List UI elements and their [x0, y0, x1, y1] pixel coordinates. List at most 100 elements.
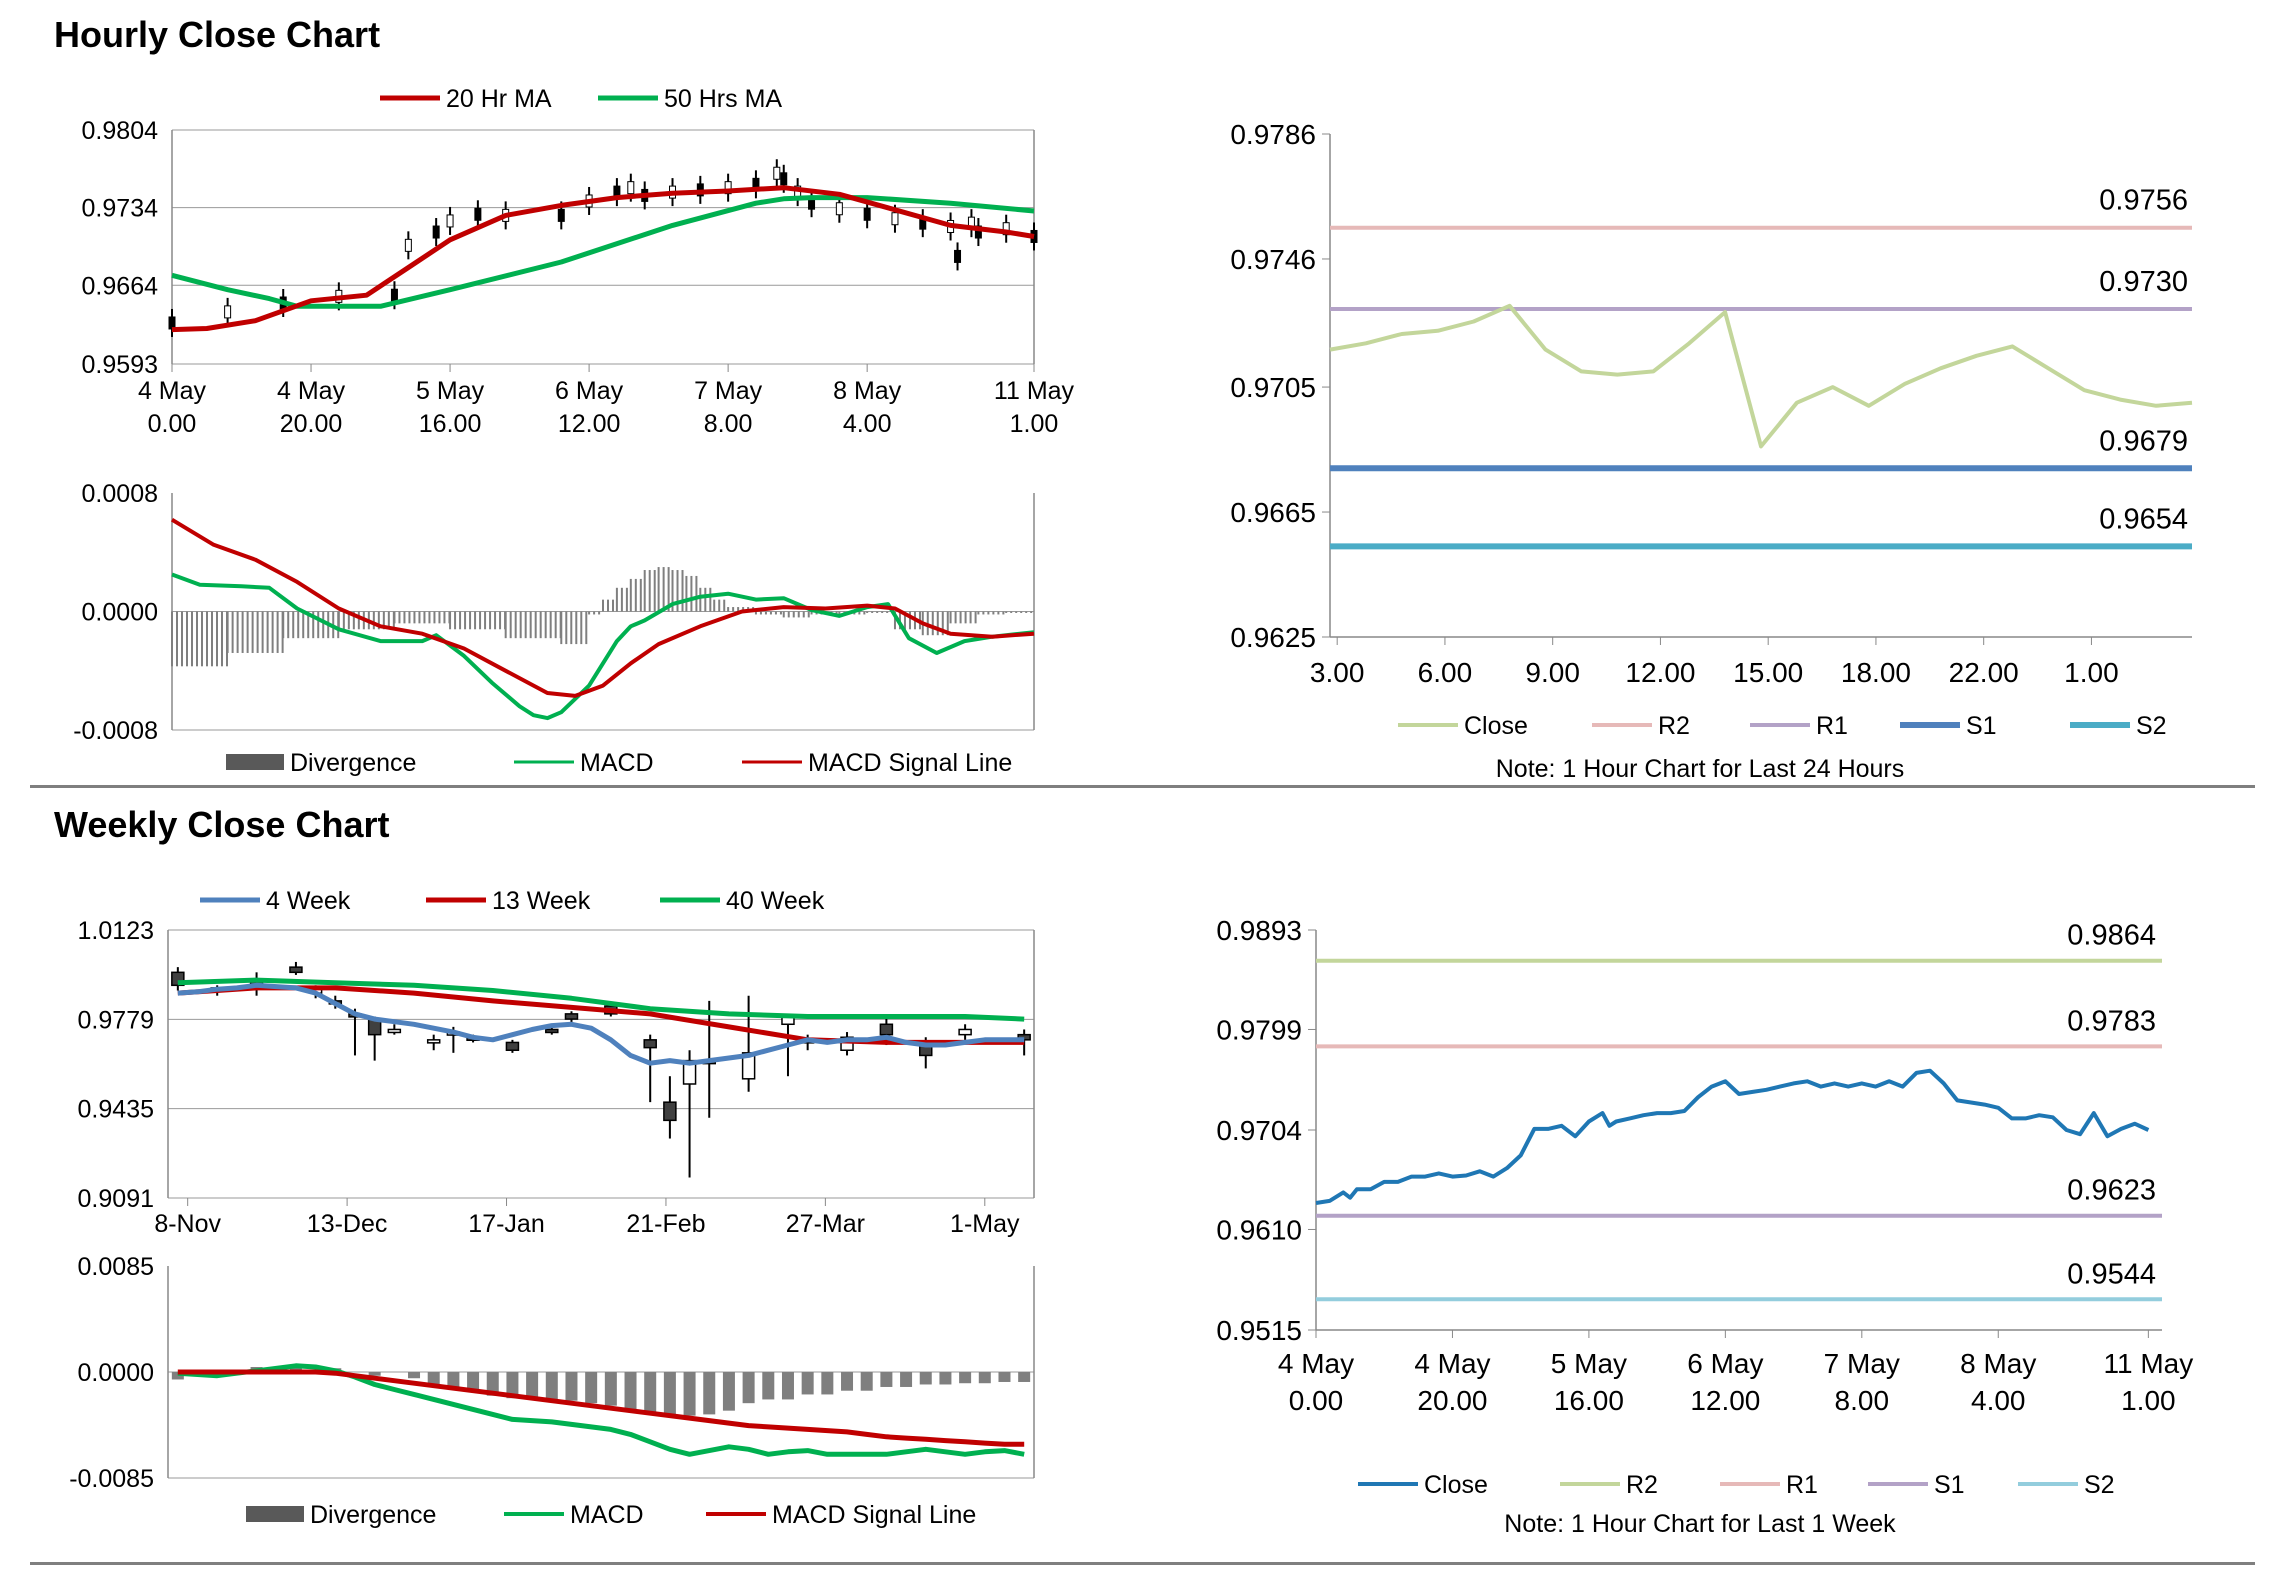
x-tick-label: 6 May [1687, 1348, 1763, 1379]
candle-body [564, 1013, 579, 1020]
y-tick-label: 0.9610 [1216, 1214, 1302, 1245]
x-tick-label: 7 May [1824, 1348, 1900, 1379]
y-tick-label: 0.9786 [1230, 119, 1316, 150]
y-tick-label: 0.0008 [82, 480, 158, 508]
x-tick-label: 12.00 [1625, 657, 1695, 688]
candle-body [958, 1028, 972, 1036]
pivot-legend-2-legend-label: R1 [1816, 712, 1848, 740]
level-label-s1: 0.9623 [2067, 1175, 2156, 1207]
macd-signal-line [170, 517, 1035, 698]
divergence-bar [171, 1372, 184, 1380]
divergence-bar [781, 1372, 794, 1400]
y-tick-label: 0.9734 [82, 195, 159, 223]
divergence-bar [486, 1372, 499, 1396]
y-tick-label: 0.9705 [1230, 372, 1316, 403]
x-tick-label: 6.00 [1418, 657, 1473, 688]
divergence-bar [683, 1372, 696, 1416]
y-tick-label: 0.9665 [1230, 497, 1316, 528]
level-label-r2: 0.9864 [2067, 920, 2156, 952]
x-tick-label: 27-Mar [786, 1210, 865, 1238]
ma20-line [171, 185, 1035, 333]
y-tick-label: 1.0123 [78, 917, 154, 945]
candle-body [404, 238, 412, 252]
y-tick-label: 0.9893 [1216, 915, 1302, 946]
close-line [1329, 303, 2193, 449]
divergence-bar [722, 1372, 735, 1411]
candle-body [289, 966, 303, 974]
ma50-legend-label: 50 Hrs MA [664, 85, 782, 113]
x-tick-label: 11 May [2103, 1348, 2193, 1379]
candle-body [627, 181, 635, 195]
macd-signal-legend-label: MACD Signal Line [772, 1501, 976, 1529]
x-tick-label: 1-May [950, 1210, 1020, 1238]
divergence-bar [545, 1372, 558, 1401]
y-tick-label: 0.9625 [1230, 622, 1316, 653]
x-tick-label: 18.00 [1841, 657, 1911, 688]
level-label-s2: 0.9544 [2067, 1258, 2156, 1290]
candle-body [863, 207, 871, 221]
x-tick-label: 11 May [994, 377, 1075, 405]
pivot-legend-2-legend-label: R1 [1786, 1471, 1818, 1499]
y-tick-label: 0.9746 [1230, 244, 1316, 275]
x-tick-label: 12.00 [1690, 1385, 1760, 1416]
x-tick-label: 8-Nov [154, 1210, 221, 1238]
level-label-s2: 0.9654 [2099, 503, 2188, 535]
x-tick-label: 20.00 [280, 410, 343, 438]
divergence-bar [467, 1372, 480, 1392]
pivot-legend-3-legend-label: S1 [1966, 712, 1997, 740]
y-tick-label: 0.0000 [78, 1359, 154, 1387]
candle-body [724, 181, 732, 195]
x-tick-label: 8 May [1960, 1348, 2036, 1379]
y-tick-label: 0.9779 [78, 1006, 154, 1034]
x-tick-label: 20.00 [1417, 1385, 1487, 1416]
divergence-bar [919, 1372, 932, 1385]
x-tick-label: 16.00 [419, 410, 482, 438]
y-tick-label: 0.9664 [82, 272, 159, 300]
candle-body [780, 172, 788, 186]
candle-body [643, 1039, 657, 1049]
y-tick-label: 0.9515 [1216, 1315, 1302, 1346]
divergence-bar [900, 1372, 913, 1387]
divergence-bar [604, 1372, 617, 1406]
divergence-legend-label: Divergence [290, 749, 416, 777]
x-tick-label: 6 May [555, 377, 624, 405]
divergence-bar [860, 1372, 873, 1391]
candle-body [557, 208, 565, 222]
level-label-r1: 0.9783 [2067, 1005, 2156, 1037]
divergence-bar [1018, 1372, 1031, 1382]
x-tick-label: 22.00 [1949, 657, 2019, 688]
divergence-bar [742, 1372, 755, 1404]
x-tick-label: 15.00 [1733, 657, 1803, 688]
candle-body [974, 225, 982, 239]
divergence-legend-swatch [226, 754, 284, 770]
level-label-r1: 0.9730 [2099, 266, 2188, 298]
x-tick-label: 4.00 [843, 410, 892, 438]
divergence-bar [506, 1372, 519, 1399]
y-tick-label: -0.0085 [69, 1465, 154, 1493]
divergence-bar [624, 1372, 637, 1410]
weekly-section-title: Weekly Close Chart [54, 804, 390, 845]
divergence-bar [447, 1372, 460, 1389]
pivot-legend-4-legend-label: S2 [2084, 1471, 2115, 1499]
bottom-divider [30, 1562, 2255, 1565]
x-tick-label: 9.00 [1525, 657, 1580, 688]
week4-legend-label: 4 Week [266, 887, 351, 915]
pivot-legend-3-legend-label: S1 [1934, 1471, 1965, 1499]
chart-note: Note: 1 Hour Chart for Last 24 Hours [1496, 755, 1905, 783]
x-tick-label: 21-Feb [626, 1210, 705, 1238]
candle-body [835, 202, 843, 216]
y-tick-label: 0.9435 [78, 1096, 154, 1124]
x-tick-label: 12.00 [558, 410, 621, 438]
candle-body [682, 1059, 697, 1085]
divergence-bar [427, 1372, 440, 1385]
pivot-legend-4-legend-label: S2 [2136, 712, 2167, 740]
y-tick-label: 0.0000 [82, 599, 158, 627]
week40-legend-label: 40 Week [726, 887, 825, 915]
x-tick-label: 7 May [694, 377, 763, 405]
divergence-bar [978, 1372, 991, 1384]
section-divider [30, 785, 2255, 788]
candle-body [1002, 222, 1010, 236]
divergence-bar [762, 1372, 775, 1400]
y-tick-label: 0.9804 [82, 117, 159, 145]
x-tick-label: 8.00 [1835, 1385, 1890, 1416]
